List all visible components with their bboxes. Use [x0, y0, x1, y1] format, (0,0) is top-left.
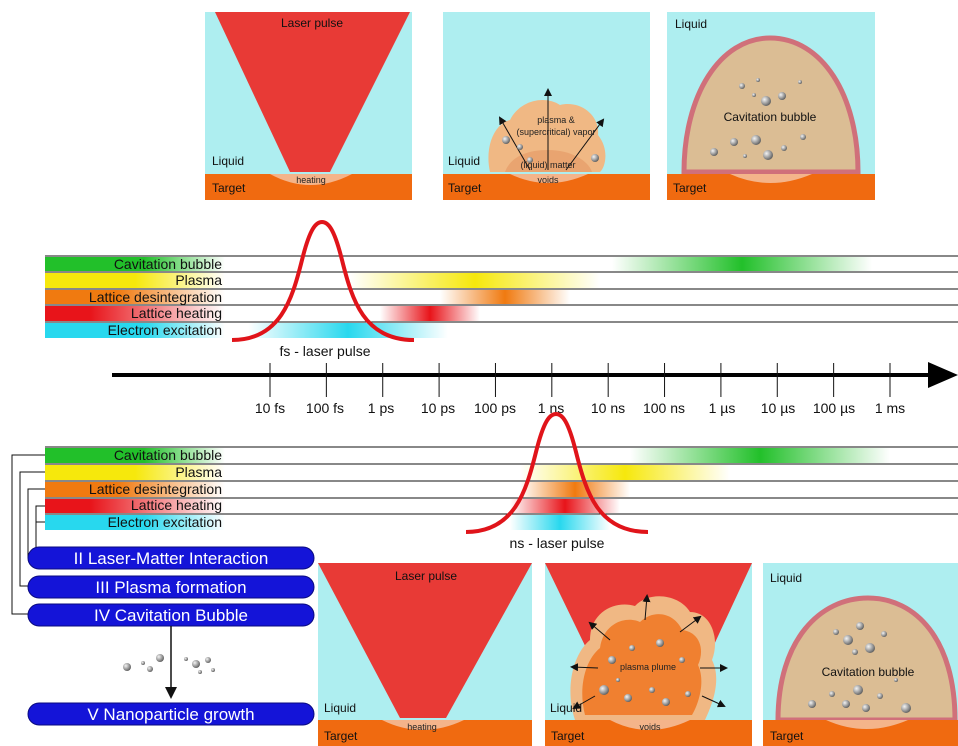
track-label-lattice-desintegration: Lattice desintegration: [89, 481, 222, 497]
plasma-label-line1: plasma &: [537, 115, 575, 125]
tick-label: 10 µs: [761, 400, 796, 416]
heating-label: heating: [407, 722, 437, 732]
tick-label: 10 ps: [421, 400, 455, 416]
tick-label: 1 ms: [875, 400, 905, 416]
track-label-plasma: Plasma: [175, 464, 222, 480]
tick-marks: [269, 363, 891, 397]
bottom-panel-cavitation-bubble: Cavitation bubble Liquid Target: [763, 563, 958, 746]
stage-bracket: [11, 454, 45, 615]
top-panel-plasma-vapor: plasma & (supercritical) vapor (liquid) …: [443, 12, 650, 200]
time-axis: 10 fs 100 fs 1 ps 10 ps 100 ps 1 ns 10 n…: [112, 362, 958, 416]
stage-label-laser-matter-interaction: II Laser-Matter Interaction: [74, 549, 269, 568]
stage-label-plasma-formation: III Plasma formation: [95, 578, 246, 597]
track-label-lattice-heating: Lattice heating: [131, 305, 222, 321]
fs-pulse-curve: [231, 219, 415, 342]
laser-pulse-label: Laser pulse: [395, 569, 457, 583]
target-label: Target: [212, 181, 246, 195]
plasma-label-line2: (supercritical) vapor: [516, 127, 595, 137]
top-panel-cavitation-bubble: Cavitation bubble Liquid Target: [667, 12, 875, 200]
track-label-lattice-desintegration: Lattice desintegration: [89, 289, 222, 305]
cavitation-bubble-label: Cavitation bubble: [822, 665, 915, 679]
bottom-panel-plasma-plume: plasma plume voids Liquid Target: [545, 563, 752, 746]
stage-label-cavitation-bubble: IV Cavitation Bubble: [94, 606, 248, 625]
stage-boxes: II Laser-Matter Interaction III Plasma f…: [27, 546, 315, 726]
liquid-label: Liquid: [550, 701, 582, 715]
target-label: Target: [448, 181, 482, 195]
target-label: Target: [673, 181, 707, 195]
liquid-label: Liquid: [770, 571, 802, 585]
track-label-plasma: Plasma: [175, 272, 222, 288]
tick-label: 1 µs: [709, 400, 736, 416]
tick-label: 100 ps: [474, 400, 516, 416]
track-label-electron-excitation: Electron excitation: [108, 322, 222, 338]
ns-timeline: Cavitation bubble Plasma Lattice desinte…: [45, 411, 958, 551]
voids-label: voids: [537, 175, 559, 185]
tick-label: 10 fs: [255, 400, 285, 416]
tick-label: 100 fs: [306, 400, 344, 416]
fs-pulse-label: fs - laser pulse: [279, 343, 370, 359]
bottom-panel-laser-heating: Laser pulse Liquid heating Target: [318, 563, 532, 746]
voids-label: voids: [639, 722, 661, 732]
liquid-label: Liquid: [324, 701, 356, 715]
plasma-plume-label: plasma plume: [620, 662, 676, 672]
tick-label: 10 ns: [591, 400, 625, 416]
ns-pulse-curve: [465, 411, 649, 534]
liquid-label: Liquid: [675, 17, 707, 31]
stage-label-nanoparticle-growth: V Nanoparticle growth: [87, 705, 254, 724]
track-label-lattice-heating: Lattice heating: [131, 497, 222, 513]
liquid-label: Liquid: [212, 154, 244, 168]
liquid-label: Liquid: [448, 154, 480, 168]
track-label-cavitation-bubble: Cavitation bubble: [114, 256, 222, 272]
track-label-electron-excitation: Electron excitation: [108, 514, 222, 530]
cavitation-bubble-label: Cavitation bubble: [724, 110, 817, 124]
ns-pulse-label: ns - laser pulse: [510, 535, 605, 551]
tick-label: 1 ns: [538, 400, 564, 416]
laser-pulse-label: Laser pulse: [281, 16, 343, 30]
track-label-cavitation-bubble: Cavitation bubble: [114, 447, 222, 463]
fs-timeline: Cavitation bubble Plasma Lattice desinte…: [45, 219, 958, 359]
matter-label: (liquid) matter: [520, 160, 575, 170]
tick-label: 100 ns: [643, 400, 685, 416]
heating-label: heating: [296, 175, 326, 185]
top-panel-laser-heating: Laser pulse Liquid heating Target: [205, 12, 412, 200]
target-label: Target: [324, 729, 358, 743]
target-label: Target: [770, 729, 804, 743]
tick-label: 100 µs: [813, 400, 855, 416]
tick-label: 1 ps: [368, 400, 394, 416]
target-label: Target: [551, 729, 585, 743]
